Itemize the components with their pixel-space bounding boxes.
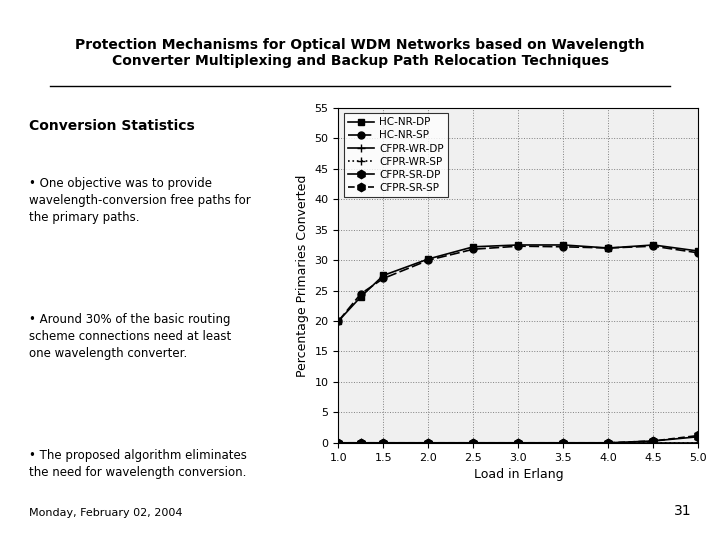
CFPR-WR-DP	[469, 440, 478, 446]
HC-NR-DP	[559, 242, 567, 248]
CFPR-WR-SP	[604, 440, 613, 446]
CFPR-WR-DP	[424, 440, 433, 446]
CFPR-WR-SP	[424, 440, 433, 446]
HC-NR-DP	[424, 256, 433, 262]
CFPR-SR-SP	[649, 438, 658, 444]
CFPR-WR-DP	[514, 440, 523, 446]
HC-NR-SP	[514, 243, 523, 249]
Text: Monday, February 02, 2004: Monday, February 02, 2004	[29, 508, 182, 518]
HC-NR-SP	[379, 275, 387, 282]
Line: CFPR-SR-SP: CFPR-SR-SP	[334, 431, 703, 447]
Line: HC-NR-SP: HC-NR-SP	[335, 242, 702, 325]
CFPR-SR-SP	[559, 440, 567, 446]
CFPR-WR-SP	[649, 440, 658, 446]
CFPR-WR-SP	[694, 440, 703, 446]
HC-NR-DP	[694, 248, 703, 254]
HC-NR-SP	[469, 246, 478, 253]
CFPR-WR-SP	[356, 440, 365, 446]
CFPR-WR-DP	[649, 440, 658, 446]
CFPR-SR-DP	[379, 440, 387, 446]
Text: • Around 30% of the basic routing
scheme connections need at least
one wavelengt: • Around 30% of the basic routing scheme…	[29, 313, 231, 360]
HC-NR-DP	[604, 245, 613, 251]
Line: CFPR-WR-SP: CFPR-WR-SP	[334, 438, 703, 447]
HC-NR-DP	[379, 272, 387, 279]
CFPR-SR-SP	[356, 440, 365, 446]
Text: Protection Mechanisms for Optical WDM Networks based on Wavelength
Converter Mul: Protection Mechanisms for Optical WDM Ne…	[75, 38, 645, 68]
CFPR-SR-SP	[334, 440, 343, 446]
CFPR-SR-SP	[694, 432, 703, 438]
CFPR-SR-DP	[604, 440, 613, 446]
CFPR-WR-SP	[514, 440, 523, 446]
HC-NR-DP	[649, 242, 658, 248]
HC-NR-SP	[424, 257, 433, 264]
Legend: HC-NR-DP, HC-NR-SP, CFPR-WR-DP, CFPR-WR-SP, CFPR-SR-DP, CFPR-SR-SP: HC-NR-DP, HC-NR-SP, CFPR-WR-DP, CFPR-WR-…	[343, 113, 448, 197]
HC-NR-DP	[514, 242, 523, 248]
CFPR-WR-DP	[334, 440, 343, 446]
CFPR-WR-DP	[379, 440, 387, 446]
CFPR-SR-DP	[424, 440, 433, 446]
HC-NR-SP	[356, 291, 365, 297]
CFPR-SR-SP	[514, 440, 523, 446]
CFPR-WR-SP	[559, 440, 567, 446]
CFPR-SR-DP	[694, 434, 703, 440]
HC-NR-SP	[559, 244, 567, 250]
CFPR-SR-DP	[649, 438, 658, 444]
Text: • One objective was to provide
wavelength-conversion free paths for
the primary : • One objective was to provide wavelengt…	[29, 177, 251, 224]
CFPR-WR-DP	[559, 440, 567, 446]
Text: 31: 31	[674, 504, 691, 518]
CFPR-WR-DP	[604, 440, 613, 446]
HC-NR-DP	[356, 293, 365, 300]
CFPR-SR-SP	[469, 440, 478, 446]
CFPR-SR-DP	[334, 440, 343, 446]
CFPR-SR-SP	[379, 440, 387, 446]
CFPR-SR-DP	[469, 440, 478, 446]
CFPR-SR-DP	[559, 440, 567, 446]
HC-NR-SP	[694, 249, 703, 256]
CFPR-SR-SP	[424, 440, 433, 446]
Text: • The proposed algorithm eliminates
the need for wavelength conversion.: • The proposed algorithm eliminates the …	[29, 449, 247, 480]
CFPR-WR-SP	[469, 440, 478, 446]
CFPR-WR-DP	[694, 440, 703, 446]
CFPR-SR-DP	[356, 440, 365, 446]
Line: CFPR-WR-DP: CFPR-WR-DP	[334, 438, 703, 447]
Text: Conversion Statistics: Conversion Statistics	[29, 119, 194, 133]
CFPR-WR-DP	[356, 440, 365, 446]
Line: HC-NR-DP: HC-NR-DP	[335, 241, 702, 325]
HC-NR-SP	[649, 243, 658, 249]
X-axis label: Load in Erlang: Load in Erlang	[474, 468, 563, 481]
Y-axis label: Percentage Primaries Converted: Percentage Primaries Converted	[296, 174, 309, 376]
HC-NR-DP	[469, 244, 478, 250]
Line: CFPR-SR-DP: CFPR-SR-DP	[334, 433, 703, 447]
HC-NR-DP	[334, 318, 343, 325]
HC-NR-SP	[604, 245, 613, 251]
CFPR-SR-DP	[514, 440, 523, 446]
CFPR-WR-SP	[334, 440, 343, 446]
CFPR-WR-SP	[379, 440, 387, 446]
CFPR-SR-SP	[604, 440, 613, 446]
HC-NR-SP	[334, 318, 343, 325]
